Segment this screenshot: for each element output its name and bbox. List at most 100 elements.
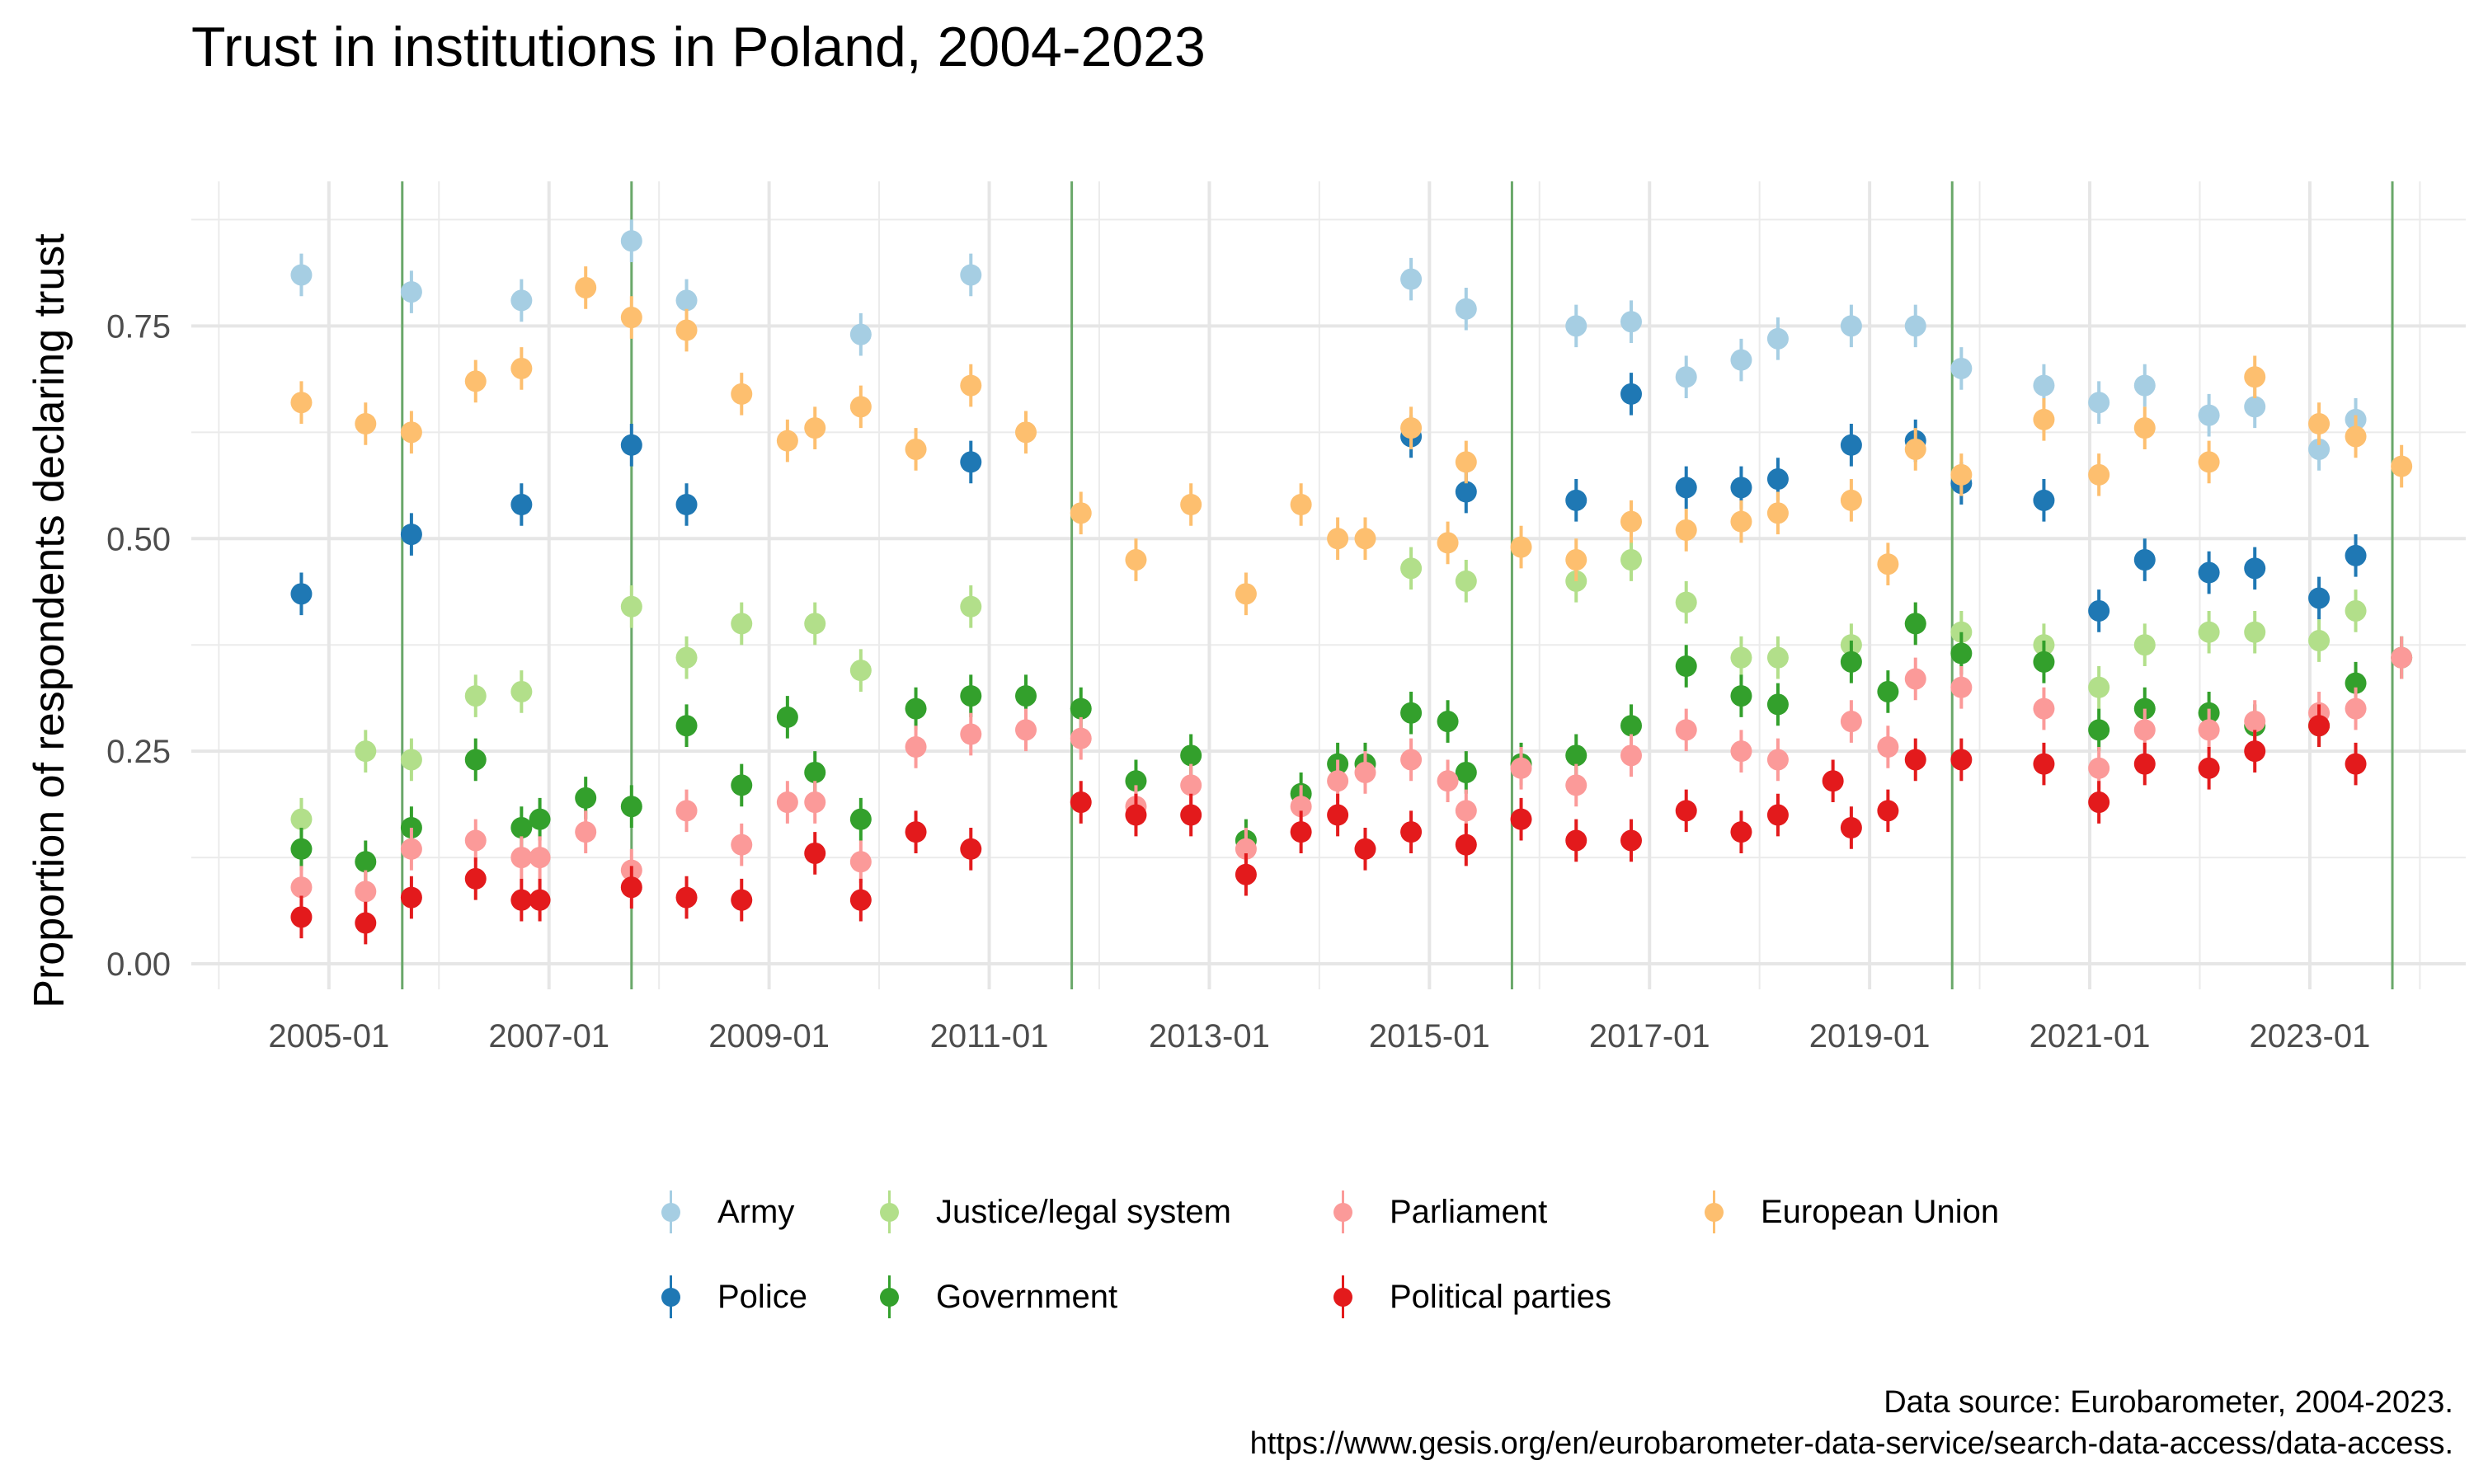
data-point [2308,438,2331,460]
legend-item: Government [870,1272,1117,1322]
series-police [290,373,2367,632]
data-point [1950,357,1973,379]
data-point [355,881,377,903]
data-point [675,494,698,515]
data-point [529,847,551,869]
data-point [731,889,753,911]
data-point [620,796,642,818]
data-point [1015,421,1037,444]
data-point [960,685,982,707]
data-point [1730,646,1752,669]
data-point [1840,434,1862,456]
data-point [400,524,422,546]
data-point [1904,438,1926,460]
data-point [400,281,422,303]
data-point [2088,599,2110,622]
data-point [355,851,377,873]
data-point [1437,711,1459,733]
data-point [510,889,533,911]
legend-key [651,1187,689,1237]
data-point [1290,494,1312,515]
data-point [2033,753,2055,775]
caption-source: Data source: Eurobarometer, 2004-2023. [1884,1385,2453,1420]
data-point [905,821,927,843]
data-point [731,834,753,856]
data-point [2088,719,2110,741]
data-point [1766,646,1789,669]
x-tick-label: 2017-01 [1589,1018,1710,1054]
data-point [731,774,753,796]
data-point [804,761,826,783]
data-point [290,264,313,286]
data-point [1354,528,1376,550]
data-point [1400,268,1423,290]
data-point [960,838,982,860]
legend-label: Government [936,1278,1118,1315]
data-point [2244,396,2266,418]
data-point [1125,804,1147,826]
data-point [1437,532,1459,554]
data-point [2033,408,2055,430]
data-point [1766,804,1789,826]
data-point [905,697,927,720]
caption-url: https://www.gesis.org/en/eurobarometer-d… [1249,1426,2453,1461]
legend-label: European Union [1761,1193,2000,1230]
data-point [1565,315,1587,337]
data-point [1070,697,1092,720]
y-tick-label: 0.50 [106,521,171,557]
legend-key [870,1272,908,1322]
legend-key [1695,1187,1733,1237]
data-point [290,838,313,860]
x-tick-label: 2009-01 [708,1018,830,1054]
data-point [1904,668,1926,690]
data-point [1675,477,1697,499]
data-point [1235,583,1257,605]
legend-item: Justice/legal system [870,1187,1231,1237]
data-point [1070,727,1092,749]
data-point [1125,549,1147,571]
data-point [290,906,313,928]
data-point [1180,804,1202,826]
data-point [2133,417,2156,439]
data-point [1070,791,1092,814]
data-point [1675,519,1697,541]
data-point [1354,761,1376,783]
data-point [804,613,826,635]
data-point [2133,753,2156,775]
data-point [2345,672,2367,694]
data-point [1620,744,1642,767]
data-point [2244,740,2266,763]
data-point [2308,630,2331,652]
data-point [1675,366,1697,388]
data-point [2033,697,2055,720]
legend-key [870,1187,908,1237]
data-point [1327,528,1349,550]
data-point [2133,634,2156,656]
data-point [2345,425,2367,448]
data-point [1840,489,1862,511]
series-justice-legal-system [290,538,2367,841]
data-point [2133,719,2156,741]
data-point [355,740,377,763]
data-point [2198,757,2220,779]
data-point [1950,676,1973,698]
data-point [1235,838,1257,860]
data-point [1400,702,1423,724]
chart-title: Trust in institutions in Poland, 2004-20… [191,16,1206,78]
data-point [510,357,533,379]
y-tick-label: 0.25 [106,734,171,770]
data-point [960,595,982,618]
data-point [400,749,422,771]
legend-item: European Union [1695,1187,1999,1237]
data-point [1070,502,1092,524]
data-point [2033,650,2055,673]
data-point [1400,417,1423,439]
data-point [1620,829,1642,852]
data-point [290,808,313,830]
data-point [675,800,698,822]
series-parliament [290,636,2413,913]
data-point [2244,621,2266,643]
data-point [675,886,698,909]
data-point [355,413,377,434]
